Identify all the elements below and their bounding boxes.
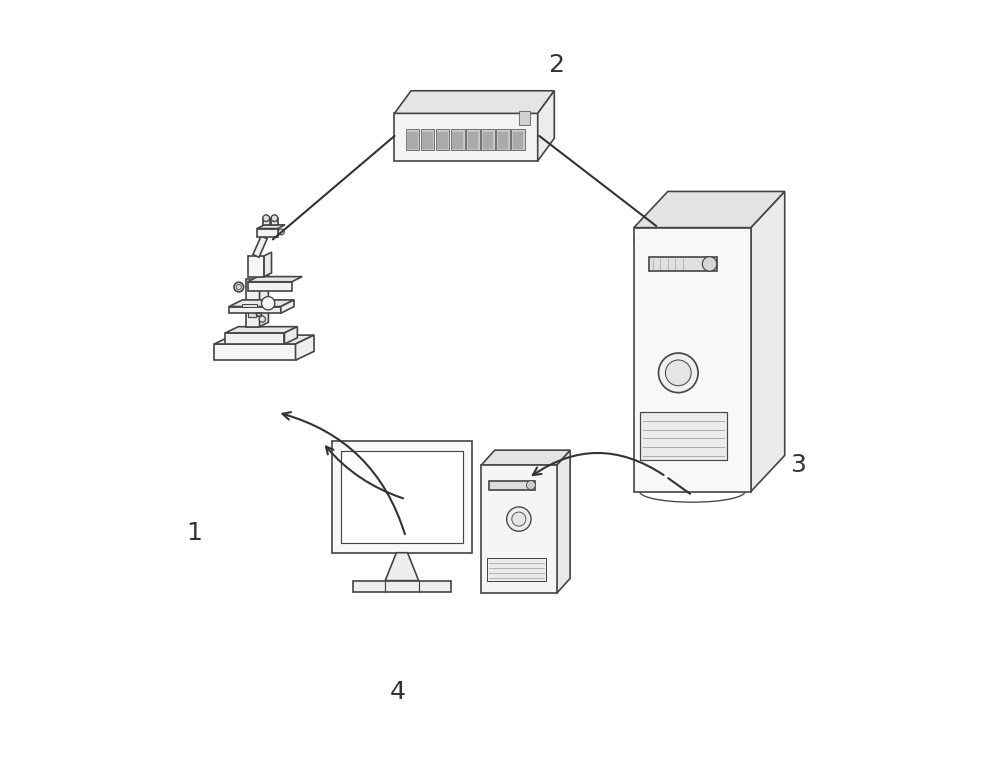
Polygon shape	[264, 252, 272, 276]
Circle shape	[702, 257, 717, 271]
Polygon shape	[229, 300, 294, 307]
Polygon shape	[634, 192, 785, 228]
Polygon shape	[263, 218, 270, 225]
Polygon shape	[248, 282, 292, 291]
Polygon shape	[225, 333, 284, 344]
Polygon shape	[256, 313, 262, 316]
Circle shape	[278, 229, 284, 235]
Polygon shape	[242, 304, 257, 307]
Polygon shape	[468, 132, 478, 148]
Polygon shape	[214, 335, 314, 344]
Polygon shape	[257, 225, 285, 229]
Polygon shape	[353, 581, 451, 592]
Polygon shape	[248, 301, 256, 317]
Polygon shape	[481, 466, 557, 593]
Polygon shape	[437, 132, 448, 148]
Polygon shape	[225, 327, 297, 333]
Polygon shape	[394, 91, 554, 114]
Polygon shape	[436, 129, 449, 150]
Polygon shape	[246, 279, 260, 327]
Polygon shape	[634, 228, 751, 491]
Circle shape	[236, 285, 241, 290]
Circle shape	[259, 316, 265, 322]
Polygon shape	[406, 129, 419, 150]
Polygon shape	[538, 91, 554, 161]
Polygon shape	[341, 451, 463, 543]
Circle shape	[665, 360, 691, 386]
Polygon shape	[640, 413, 727, 460]
Polygon shape	[248, 256, 264, 276]
Polygon shape	[281, 300, 294, 313]
Text: 4: 4	[390, 680, 406, 703]
Polygon shape	[257, 229, 278, 238]
Circle shape	[512, 512, 526, 526]
Circle shape	[271, 215, 278, 222]
Polygon shape	[260, 274, 268, 327]
Polygon shape	[498, 132, 508, 148]
Polygon shape	[483, 132, 493, 148]
Circle shape	[507, 507, 531, 531]
Polygon shape	[511, 129, 525, 150]
Polygon shape	[284, 327, 297, 344]
Polygon shape	[407, 132, 418, 148]
Polygon shape	[421, 129, 434, 150]
Polygon shape	[557, 450, 570, 593]
Polygon shape	[489, 481, 535, 490]
Polygon shape	[751, 192, 785, 491]
Circle shape	[658, 353, 698, 393]
Polygon shape	[248, 276, 302, 282]
Polygon shape	[385, 553, 419, 581]
Polygon shape	[332, 441, 472, 553]
Polygon shape	[496, 129, 510, 150]
Polygon shape	[481, 129, 495, 150]
Polygon shape	[214, 344, 296, 360]
Polygon shape	[481, 450, 570, 466]
Polygon shape	[466, 129, 480, 150]
Polygon shape	[296, 335, 314, 360]
Polygon shape	[519, 111, 530, 125]
Polygon shape	[451, 129, 465, 150]
Polygon shape	[271, 218, 278, 225]
Text: 3: 3	[790, 453, 806, 477]
Polygon shape	[229, 307, 281, 313]
Circle shape	[262, 297, 275, 310]
Text: 2: 2	[549, 54, 565, 77]
Polygon shape	[253, 236, 267, 257]
Circle shape	[526, 481, 535, 490]
Polygon shape	[452, 132, 463, 148]
Text: 1: 1	[187, 521, 202, 545]
Circle shape	[263, 215, 270, 222]
Circle shape	[234, 282, 244, 292]
Polygon shape	[649, 257, 717, 271]
Polygon shape	[394, 114, 538, 161]
Polygon shape	[513, 132, 523, 148]
Polygon shape	[422, 132, 433, 148]
Polygon shape	[487, 558, 546, 581]
